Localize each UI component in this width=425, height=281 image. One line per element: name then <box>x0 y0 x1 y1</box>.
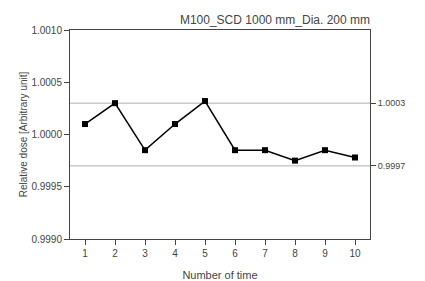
svg-text:0.9997: 0.9997 <box>378 161 406 171</box>
svg-text:1.0010: 1.0010 <box>31 25 62 36</box>
svg-text:7: 7 <box>262 248 268 259</box>
svg-text:M100_SCD 1000 mm_Dia. 200 mm: M100_SCD 1000 mm_Dia. 200 mm <box>180 13 370 27</box>
svg-text:9: 9 <box>322 248 328 259</box>
svg-text:0.9995: 0.9995 <box>31 181 62 192</box>
svg-text:3: 3 <box>142 248 148 259</box>
svg-text:5: 5 <box>202 248 208 259</box>
svg-text:1.0003: 1.0003 <box>378 98 406 108</box>
svg-text:2: 2 <box>112 248 118 259</box>
svg-text:4: 4 <box>172 248 178 259</box>
svg-text:1.0000: 1.0000 <box>31 129 62 140</box>
svg-text:10: 10 <box>349 248 361 259</box>
svg-text:8: 8 <box>292 248 298 259</box>
svg-text:1: 1 <box>82 248 88 259</box>
svg-text:1.0005: 1.0005 <box>31 77 62 88</box>
svg-text:Relative dose [Arbitrary unit]: Relative dose [Arbitrary unit] <box>18 71 29 197</box>
svg-text:Number of time: Number of time <box>182 269 257 281</box>
svg-text:0.9990: 0.9990 <box>31 234 62 245</box>
svg-text:6: 6 <box>232 248 238 259</box>
